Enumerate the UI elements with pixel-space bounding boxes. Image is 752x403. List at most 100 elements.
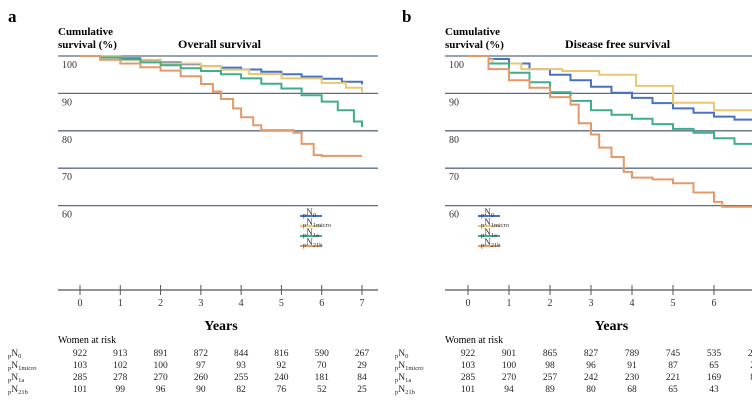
risk-row-label: pN1micro — [8, 361, 37, 372]
series-line-pN0 — [468, 55, 752, 121]
risk-cell: 255 — [234, 373, 249, 383]
risk-cell: 87 — [668, 361, 678, 371]
chart-title: Disease free survival — [565, 37, 671, 51]
risk-cell: 865 — [543, 349, 558, 359]
y-tick-label: 60 — [449, 210, 459, 221]
risk-cell: 94 — [504, 385, 514, 395]
risk-cell: 590 — [315, 349, 330, 359]
risk-cell: 96 — [586, 361, 596, 371]
risk-cell: 101 — [461, 385, 476, 395]
risk-cell: 91 — [627, 361, 637, 371]
y-axis-label-line-1: Cumulative — [445, 26, 500, 38]
risk-cell: 221 — [666, 373, 681, 383]
x-tick-label: 1 — [118, 298, 123, 309]
y-axis-label-line-2: survival (%) — [58, 39, 117, 51]
risk-cell: 745 — [666, 349, 681, 359]
risk-row-label: pN0 — [395, 349, 408, 360]
x-tick-label: 2 — [548, 298, 553, 309]
risk-cell: 285 — [73, 373, 88, 383]
x-tick-label: 3 — [589, 298, 594, 309]
risk-cell: 240 — [274, 373, 289, 383]
x-tick-label: 6 — [319, 298, 324, 309]
x-tick-label: 6 — [712, 298, 717, 309]
risk-cell: 70 — [317, 361, 327, 371]
risk-cell: 84 — [357, 373, 367, 383]
risk-cell: 260 — [194, 373, 209, 383]
risk-cell: 103 — [461, 361, 476, 371]
risk-cell: 89 — [545, 385, 555, 395]
x-tick-label: 4 — [239, 298, 244, 309]
risk-cell: 270 — [502, 373, 517, 383]
legend-entry-pN21b: pN21b — [303, 237, 323, 249]
risk-cell: 913 — [113, 349, 128, 359]
risk-cell: 65 — [709, 361, 719, 371]
risk-cell: 816 — [274, 349, 289, 359]
risk-cell: 278 — [113, 373, 128, 383]
y-axis-label-line-2: survival (%) — [445, 39, 504, 51]
risk-cell: 242 — [748, 349, 752, 359]
risk-cell: 25 — [357, 385, 367, 395]
series-line-pN1micro — [468, 55, 752, 112]
risk-cell: 230 — [625, 373, 640, 383]
legend-entry-pN0: pN0 — [303, 207, 316, 219]
risk-cell: 80 — [586, 385, 596, 395]
series-line-pN1a — [468, 55, 752, 145]
x-tick-label: 1 — [507, 298, 512, 309]
series-line-pN1a — [80, 55, 363, 128]
risk-cell: 169 — [707, 373, 722, 383]
risk-row-label: pN1a — [395, 373, 411, 384]
x-tick-label: 2 — [158, 298, 163, 309]
legend-entry-pN21b: pN21b — [481, 237, 501, 249]
x-tick-label: 7 — [360, 298, 365, 309]
risk-cell: 827 — [584, 349, 599, 359]
risk-row-label: pN1micro — [395, 361, 424, 372]
series-line-pN1micro — [80, 55, 363, 93]
risk-cell: 52 — [317, 385, 327, 395]
risk-cell: 102 — [113, 361, 128, 371]
risk-row-label: pN0 — [8, 349, 21, 360]
y-axis-label-line-1: Cumulative — [58, 26, 113, 38]
y-tick-label: 80 — [62, 135, 72, 146]
legend-entry-pN1micro: pN1micro — [303, 217, 331, 229]
risk-cell: 922 — [461, 349, 476, 359]
legend-entry-pN0: pN0 — [481, 207, 494, 219]
chart-title: Overall survival — [178, 37, 262, 51]
y-tick-label: 60 — [62, 210, 72, 221]
x-tick-label: 5 — [671, 298, 676, 309]
risk-cell: 80 — [750, 373, 752, 383]
risk-cell: 844 — [234, 349, 249, 359]
legend-entry-pN1a: pN1a — [481, 227, 497, 239]
risk-cell: 901 — [502, 349, 517, 359]
risk-cell: 68 — [627, 385, 637, 395]
risk-cell: 285 — [461, 373, 476, 383]
legend-entry-pN1a: pN1a — [303, 227, 319, 239]
series-line-pN21b — [468, 55, 752, 208]
risk-cell: 872 — [194, 349, 209, 359]
risk-cell: 535 — [707, 349, 722, 359]
risk-cell: 101 — [73, 385, 88, 395]
risk-cell: 27 — [750, 361, 752, 371]
x-tick-label: 3 — [198, 298, 203, 309]
y-tick-label: 90 — [449, 97, 459, 108]
risk-cell: 257 — [543, 373, 558, 383]
risk-cell: 93 — [236, 361, 246, 371]
panel-letter: a — [8, 7, 17, 26]
x-tick-label: 0 — [78, 298, 83, 309]
risk-cell: 29 — [357, 361, 367, 371]
risk-cell: 90 — [196, 385, 206, 395]
risk-table-header: Women at risk — [58, 335, 116, 346]
risk-cell: 43 — [709, 385, 719, 395]
risk-cell: 97 — [196, 361, 206, 371]
y-tick-label: 80 — [449, 135, 459, 146]
risk-table-header: Women at risk — [445, 335, 503, 346]
y-tick-label: 100 — [449, 60, 464, 71]
risk-cell: 65 — [668, 385, 678, 395]
y-tick-label: 90 — [62, 97, 72, 108]
y-tick-label: 70 — [449, 172, 459, 183]
risk-cell: 96 — [156, 385, 166, 395]
